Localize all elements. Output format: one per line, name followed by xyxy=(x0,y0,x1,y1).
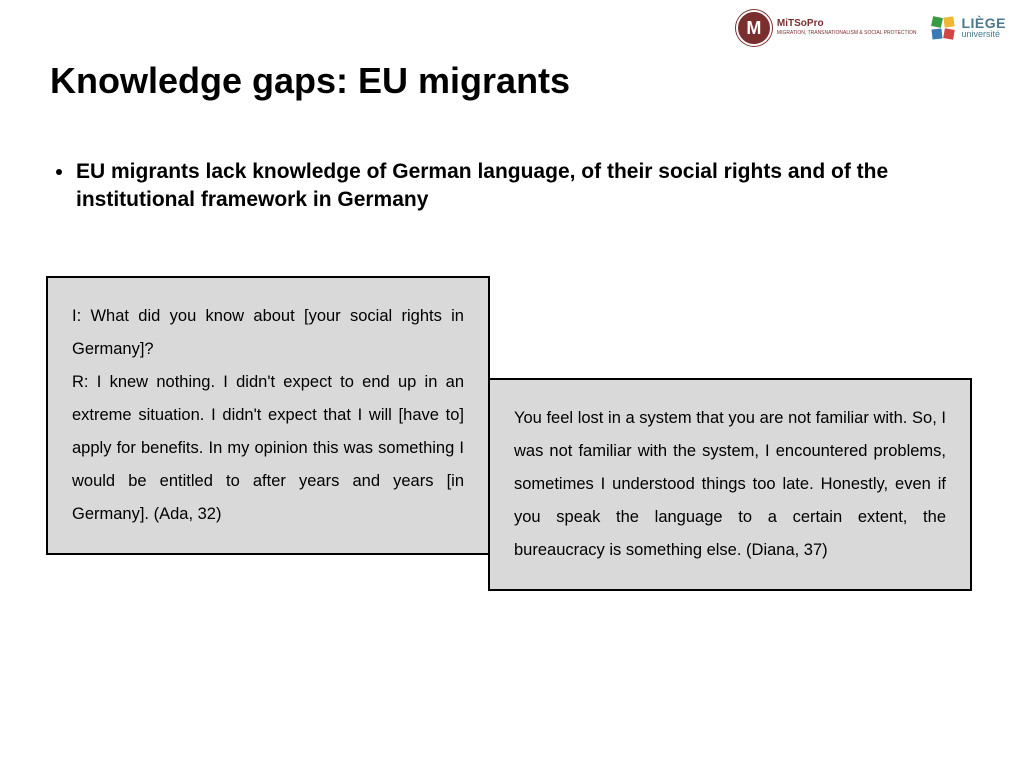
mitsopro-label: MiTSoPro MIGRATION, TRANSNATIONALISM & S… xyxy=(777,19,917,37)
liege-sub: université xyxy=(961,30,1006,39)
mitsopro-sub: MIGRATION, TRANSNATIONALISM & SOCIAL PRO… xyxy=(777,31,917,37)
slide-title: Knowledge gaps: EU migrants xyxy=(50,60,570,102)
liege-logo: LIÈGE université xyxy=(930,15,1006,41)
liege-main: LIÈGE xyxy=(961,17,1006,30)
header-logos: M MiTSoPro MIGRATION, TRANSNATIONALISM &… xyxy=(736,10,1006,46)
liege-label: LIÈGE université xyxy=(961,17,1006,39)
quote-box-2: You feel lost in a system that you are n… xyxy=(488,378,972,591)
quote-box-1: I: What did you know about [your social … xyxy=(46,276,490,555)
mitsopro-logo: M MiTSoPro MIGRATION, TRANSNATIONALISM &… xyxy=(736,10,917,46)
bullet-text: EU migrants lack knowledge of German lan… xyxy=(76,158,964,215)
bullet-marker xyxy=(56,169,62,175)
mitsopro-name: MiTSoPro xyxy=(777,19,917,29)
bullet-item: EU migrants lack knowledge of German lan… xyxy=(56,158,964,215)
mitsopro-icon: M xyxy=(736,10,772,46)
liege-icon xyxy=(930,15,956,41)
